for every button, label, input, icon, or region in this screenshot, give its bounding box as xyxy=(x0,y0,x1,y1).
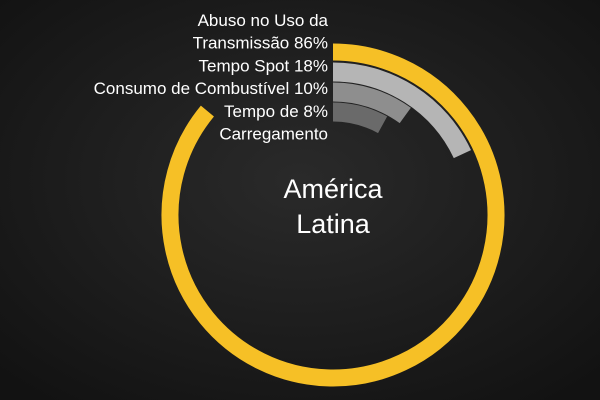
category-text: Tempo Spot xyxy=(199,56,290,75)
arc-bar xyxy=(332,102,388,134)
value-label: 18% xyxy=(294,56,328,75)
category-text: Tempo de xyxy=(224,102,299,121)
category-text: Consumo de Combustível xyxy=(94,79,290,98)
value-label: 8% xyxy=(303,102,328,121)
category-label: Tempo de 8% xyxy=(224,102,328,121)
category-text: Abuso no Uso da xyxy=(198,11,329,30)
category-label: Carregamento xyxy=(219,125,328,144)
category-label: Tempo Spot 18% xyxy=(199,56,329,75)
value-label: 86% xyxy=(294,34,328,53)
arc-bar xyxy=(332,62,471,159)
category-text: Transmissão xyxy=(193,34,290,53)
arc-bar xyxy=(332,82,411,124)
category-label: Consumo de Combustível 10% xyxy=(94,79,328,98)
arc-bar xyxy=(161,43,505,387)
center-label: Latina xyxy=(296,209,371,239)
center-label: América xyxy=(283,174,383,204)
category-label: Transmissão 86% xyxy=(193,34,328,53)
category-label: Abuso no Uso da xyxy=(198,11,329,30)
category-text: Carregamento xyxy=(219,125,328,144)
value-label: 10% xyxy=(294,79,328,98)
